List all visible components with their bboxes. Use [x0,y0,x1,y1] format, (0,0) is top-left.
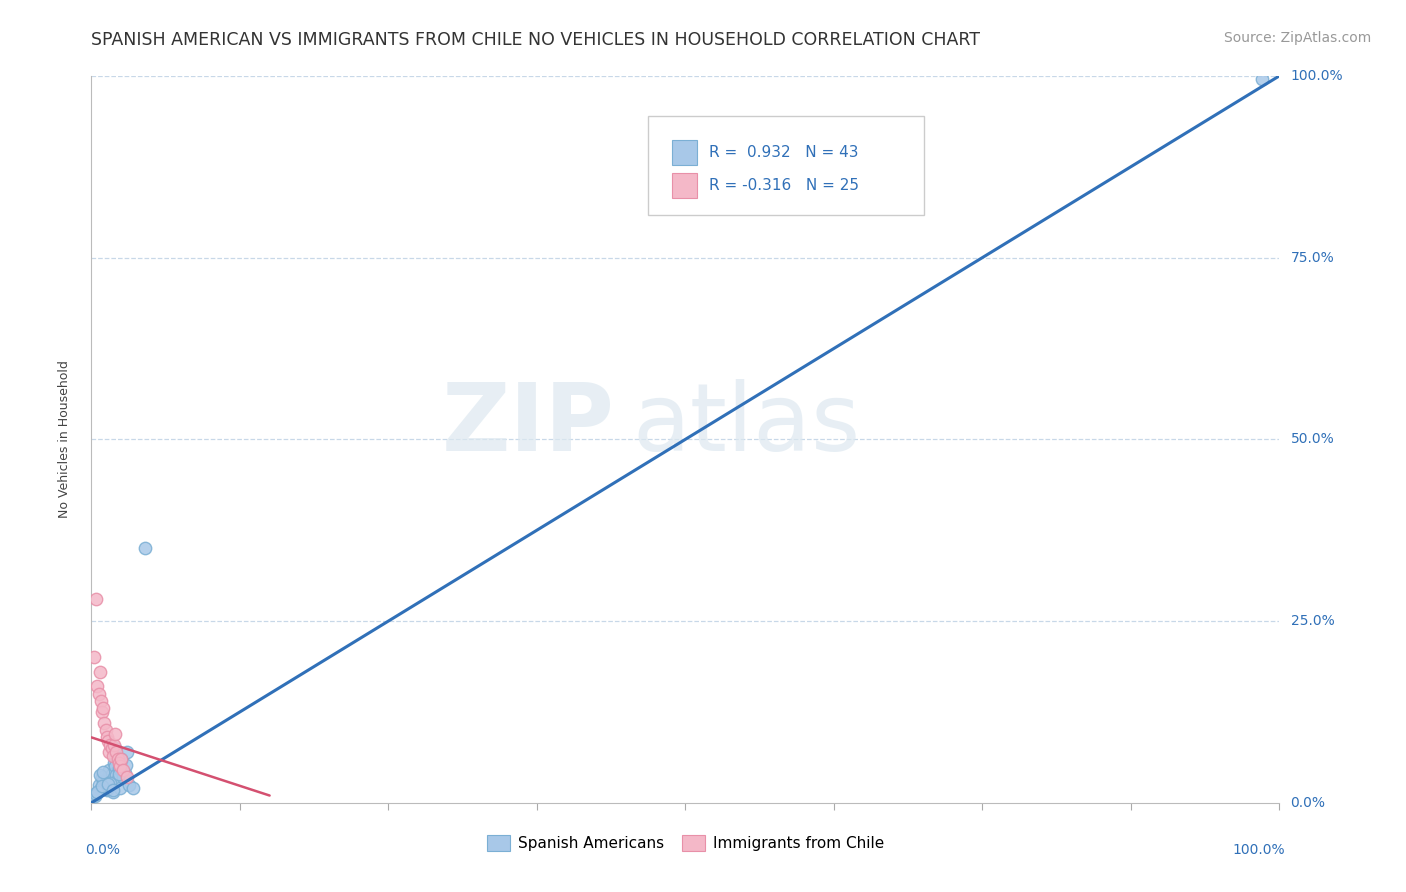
Point [100,778,122,792]
Text: 75.0%: 75.0% [1291,251,1334,265]
Point [84,787,107,801]
Text: SPANISH AMERICAN VS IMMIGRANTS FROM CHILE NO VEHICLES IN HOUSEHOLD CORRELATION C: SPANISH AMERICAN VS IMMIGRANTS FROM CHIL… [91,31,980,49]
Point [83,650,105,665]
Point [98,763,121,777]
Point [97,777,120,791]
Point [107,767,129,781]
Point [90,694,112,708]
Point [94,723,117,737]
Point [1250,72,1272,87]
Text: R = -0.316   N = 25: R = -0.316 N = 25 [709,178,859,193]
Text: ZIP: ZIP [441,379,614,471]
Point [97,734,120,748]
Point [122,780,145,795]
Point [96,782,118,797]
Point [101,783,124,797]
Point [110,754,132,768]
Point [91,779,114,793]
Point [118,778,141,792]
Point [91,774,114,789]
Point [100,776,122,790]
Point [86,680,108,694]
Point [112,770,135,784]
Point [98,745,121,759]
Point [104,741,127,756]
Point [91,705,114,719]
Point [89,665,111,679]
Text: 0.0%: 0.0% [1291,796,1326,810]
Point [87,778,110,792]
Point [105,745,128,759]
Point [89,768,111,782]
Point [84,592,107,607]
Point [96,782,118,797]
Point [111,765,134,780]
Point [93,715,115,730]
Point [105,768,128,782]
Point [115,770,138,784]
Legend: Spanish Americans, Immigrants from Chile: Spanish Americans, Immigrants from Chile [481,829,890,857]
Point [87,687,110,701]
Point [103,738,125,752]
Point [91,765,114,780]
Point [114,766,136,780]
Point [84,789,107,803]
Point [100,766,122,780]
Point [100,741,122,756]
Point [104,727,127,741]
Point [94,775,117,789]
Text: R =  0.932   N = 43: R = 0.932 N = 43 [709,145,858,160]
Point [90,781,112,796]
Point [104,759,127,773]
Point [103,756,125,770]
Point [86,785,108,799]
Point [93,780,115,794]
Point [115,758,138,772]
Text: 25.0%: 25.0% [1291,614,1334,628]
Point [107,761,129,775]
Point [108,759,131,773]
Point [101,785,124,799]
Point [104,748,127,763]
Text: 100.0%: 100.0% [1291,69,1343,83]
Point [86,785,108,799]
Point [97,772,120,787]
Point [115,745,138,759]
Point [112,763,135,777]
Point [91,701,114,715]
Point [107,752,129,766]
Point [91,770,114,784]
Y-axis label: No Vehicles in Household: No Vehicles in Household [58,360,72,518]
Text: 0.0%: 0.0% [86,843,121,857]
Text: 50.0%: 50.0% [1291,433,1334,446]
Point [101,748,124,763]
Text: atlas: atlas [631,379,860,471]
Point [110,752,132,766]
Point [107,772,129,786]
Point [100,738,122,752]
Point [108,780,131,795]
Text: 100.0%: 100.0% [1233,843,1285,857]
Point [107,756,129,770]
Point [134,541,156,556]
Point [110,752,132,766]
Point [96,731,118,745]
Text: Source: ZipAtlas.com: Source: ZipAtlas.com [1223,31,1371,45]
